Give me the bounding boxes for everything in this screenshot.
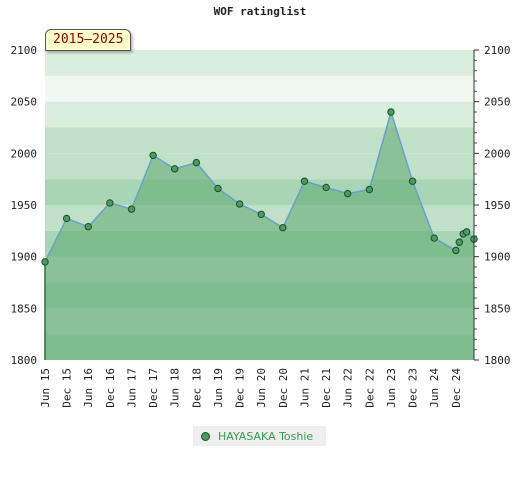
x-tick-label: Jun 17 [125,368,138,408]
background-band [45,127,474,154]
x-tick-label: Dec 22 [363,368,376,408]
x-tick-label: Dec 15 [61,368,74,408]
x-tick-label: Jun 18 [169,368,182,408]
data-point-0 [41,258,49,266]
data-point-12 [300,177,309,185]
legend-label: HAYASAKA Toshie [218,429,314,443]
series-area [44,112,474,360]
x-tick-label: Dec 18 [190,368,203,408]
x-tick-label: Dec 21 [320,368,333,408]
x-tick-label: Jun 15 [39,368,52,408]
x-tick-label: Dec 23 [407,368,420,408]
background-band [45,101,474,128]
y-tick-label-right: 2100 [484,44,511,57]
data-point-10 [257,210,265,219]
data-point-4 [127,205,136,213]
x-tick-label: Jun 22 [342,368,355,408]
axes: 1800 1800 1850 1850 1900 1900 1950 1950 2000 2000… [11,44,511,408]
y-tick-label-right: 1950 [484,199,511,212]
chart-title: WOF ratinglist [213,5,307,18]
x-tick-label: Jun 21 [298,368,311,408]
data-point-6 [171,165,179,173]
data-point-15 [365,185,374,194]
x-tick-label: Jun 16 [82,368,95,408]
y-tick-label-right: 1900 [484,251,511,264]
data-point-3 [106,199,114,207]
x-tick-label: Dec 19 [234,368,247,408]
x-tick-label: Dec 24 [450,368,463,408]
x-tick-label: Dec 16 [104,368,117,408]
legend-marker-icon [201,431,210,441]
data-point-20 [455,238,463,246]
series-markers [41,108,478,266]
background-band [45,75,474,102]
x-tick-label: Jun 23 [385,368,398,408]
data-point-16 [387,108,395,116]
y-tick-label-left: 1850 [11,302,38,315]
data-point-14 [344,189,352,198]
data-point-8 [214,184,222,193]
y-tick-label-right: 1800 [484,354,511,367]
y-tick-label-left: 1800 [11,354,38,367]
x-tick-label: Jun 24 [428,368,441,408]
y-tick-label-left: 2000 [11,147,38,160]
background-band [45,50,474,76]
data-point-19 [452,246,460,255]
y-tick-label-right: 2000 [484,147,511,160]
data-point-7 [192,158,201,167]
y-tick-label-left: 2050 [11,96,38,109]
data-point-2 [84,223,92,231]
data-point-17 [408,177,417,185]
series-area-fill [45,112,474,360]
y-tick-label-right: 2050 [484,96,511,109]
data-point-11 [279,224,287,232]
y-tick-label-left: 2100 [11,44,38,57]
y-tick-label-left: 1950 [11,199,38,212]
data-point-13 [322,183,330,192]
data-point-1 [62,214,71,223]
data-point-5 [149,151,157,160]
legend[interactable]: HAYASAKA Toshie [193,426,326,446]
x-tick-label: Jun 19 [212,368,225,408]
y-tick-label-right: 1850 [484,302,511,315]
x-tick-label: Dec 17 [147,368,160,408]
data-point-22 [462,228,471,236]
x-tick-label: Jun 20 [255,368,268,408]
data-point-9 [235,200,244,208]
period-badge: 2015–2025 [45,29,132,51]
x-tick-label: Dec 20 [277,368,290,408]
data-point-18 [430,234,438,242]
y-tick-label-left: 1900 [11,251,38,264]
